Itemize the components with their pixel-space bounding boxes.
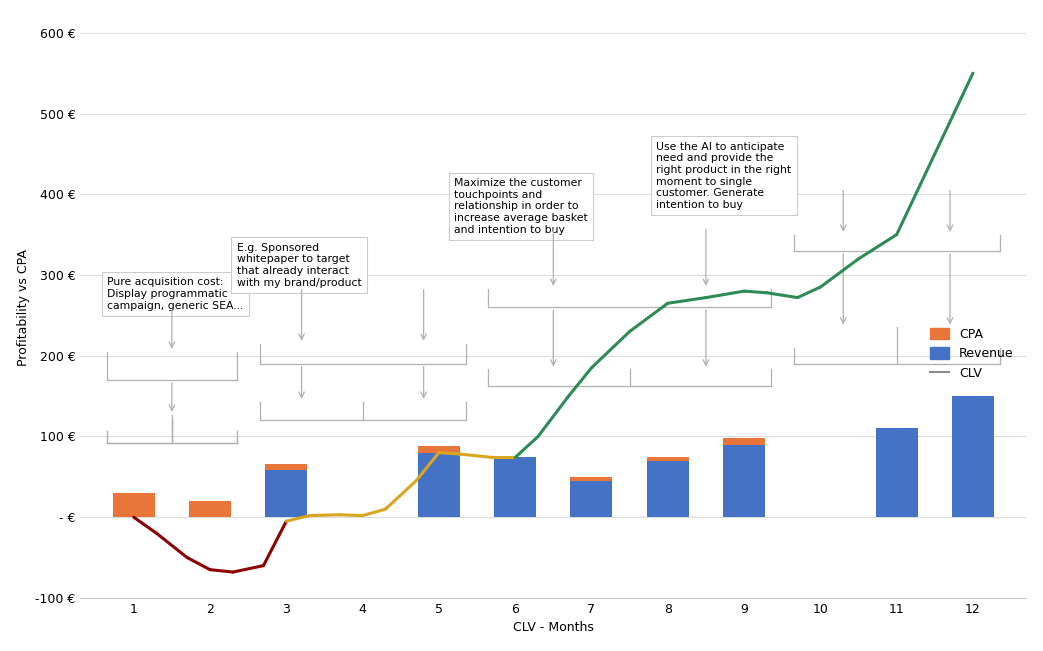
Bar (723, 445, 765, 517)
Bar (723, 438, 765, 445)
Text: Pure acquisition cost:
Display programmatic
campaign, generic SEA...: Pure acquisition cost: Display programma… (107, 277, 243, 311)
Bar (265, 471, 308, 517)
Legend: CPA, Revenue, CLV: CPA, Revenue, CLV (924, 322, 1020, 386)
Bar (571, 477, 612, 481)
Text: Maximize the customer
touchpoints and
relationship in order to
increase average : Maximize the customer touchpoints and re… (454, 178, 588, 234)
Bar (571, 481, 612, 517)
Text: Use the AI to anticipate
need and provide the
right product in the right
moment : Use the AI to anticipate need and provid… (656, 142, 792, 210)
Bar (418, 452, 460, 517)
Bar (647, 461, 688, 517)
Text: E.g. Sponsored
whitepaper to target
that already interact
with my brand/product: E.g. Sponsored whitepaper to target that… (237, 243, 362, 288)
Y-axis label: Profitability vs CPA: Profitability vs CPA (17, 249, 29, 366)
Bar (494, 456, 536, 517)
Bar (952, 396, 994, 517)
Bar (647, 456, 688, 461)
Bar (265, 464, 308, 471)
Bar (876, 428, 918, 517)
X-axis label: CLV - Months: CLV - Months (513, 621, 593, 634)
Bar (418, 446, 460, 452)
Bar (113, 493, 154, 517)
Bar (189, 501, 231, 517)
